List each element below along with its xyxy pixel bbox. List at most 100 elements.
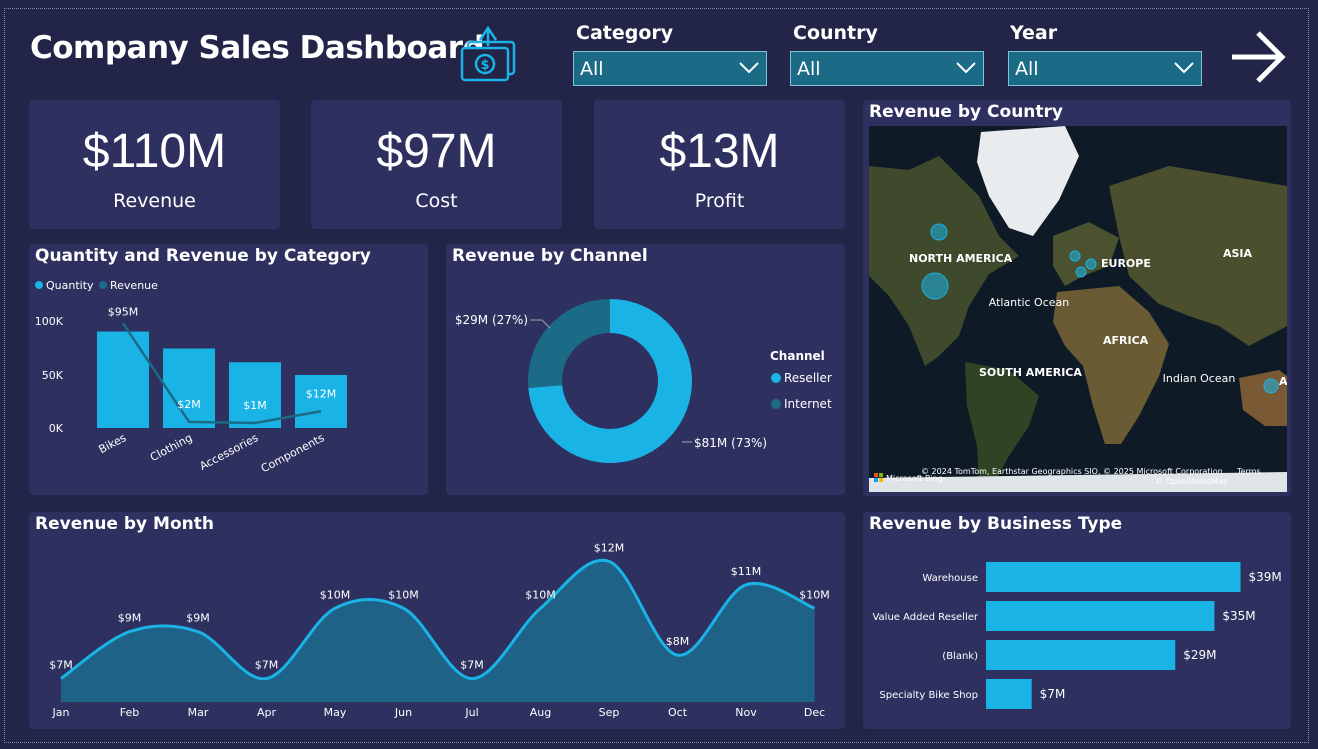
bar-business-type — [986, 601, 1215, 631]
map-label: SOUTH AMERICA — [979, 366, 1082, 379]
donut-slice-reseller — [528, 299, 692, 463]
donut-slice-internet — [528, 299, 610, 389]
x-tick-label: Aug — [530, 706, 551, 719]
svg-text:$: $ — [480, 58, 489, 73]
microsoft-logo-icon — [874, 473, 878, 477]
map-label: AFRICA — [1103, 334, 1149, 347]
x-tick-label: Apr — [257, 706, 277, 719]
map-card: Revenue by Country — [863, 100, 1291, 496]
bar-quantity-accessories — [229, 362, 281, 428]
x-tick-label: Accessories — [197, 431, 260, 473]
kpi-value: $110M — [82, 125, 227, 178]
year-filter-select[interactable]: All — [1008, 51, 1202, 86]
y-category-label: Specialty Bike Shop — [879, 690, 978, 701]
legend-label-quantity: Quantity — [46, 279, 94, 292]
card-title: Revenue by Channel — [452, 246, 648, 266]
bar-business-type — [986, 562, 1241, 592]
dashboard-frame — [4, 8, 1309, 743]
map-bubble — [1085, 258, 1097, 270]
kpi-label: Cost — [415, 190, 458, 212]
kpi-value: $13M — [659, 125, 780, 178]
x-tick-label: Components — [259, 431, 327, 475]
chevron-down-icon — [739, 62, 759, 74]
map-bubble — [921, 272, 949, 300]
bar-quantity-clothing — [163, 348, 215, 428]
x-tick-label: Clothing — [148, 431, 195, 464]
data-label-revenue: $2M — [177, 398, 201, 411]
category-chart: Quantity Revenue 100K 50K 0K Bikes Clothi… — [35, 279, 347, 475]
x-tick-label: May — [324, 706, 347, 719]
page-title: Company Sales Dashboard — [30, 30, 485, 66]
map-label: ASIA — [1223, 247, 1253, 260]
kpi-value: $97M — [376, 125, 497, 178]
y-tick: 50K — [42, 369, 64, 382]
data-label: $9M — [118, 612, 142, 625]
greenland-shape — [977, 126, 1079, 236]
x-tick-label: Jul — [464, 706, 478, 719]
money-growth-icon: $ — [460, 25, 516, 82]
map-label: EUROPE — [1101, 257, 1151, 270]
legend-label-reseller: Reseller — [784, 371, 832, 385]
x-tick-label: Jun — [394, 706, 412, 719]
x-tick-label: Nov — [735, 706, 757, 719]
leader-line — [530, 319, 551, 329]
kpi-card-profit: $13M Profit — [594, 100, 845, 229]
kpi-label: Revenue — [113, 190, 196, 212]
chevron-down-icon — [956, 62, 976, 74]
data-label-revenue: $1M — [243, 399, 267, 412]
channel-donut-chart: $81M (73%) $29M (27%) Channel Reseller In… — [455, 299, 832, 463]
antarctica-shape — [869, 472, 1287, 492]
map-label: NORTH AMERICA — [909, 252, 1013, 265]
data-label-reseller: $81M (73%) — [694, 436, 767, 450]
legend-label-revenue: Revenue — [110, 279, 158, 292]
data-label: $10M — [525, 588, 556, 601]
next-page-arrow-icon[interactable] — [1228, 28, 1290, 86]
data-label: $9M — [186, 612, 210, 625]
europe-shape — [1053, 222, 1119, 286]
filter-label-category: Category — [576, 22, 674, 44]
north-america-shape — [869, 156, 1019, 366]
data-label: $29M — [1183, 648, 1216, 662]
legend-title: Channel — [770, 349, 825, 363]
area-fill — [61, 560, 815, 702]
kpi-card-revenue: $110M Revenue — [29, 100, 280, 229]
business-bar-chart: Warehouse $39M Value Added Reseller $35M (Bl… — [872, 562, 1282, 709]
map-label: Atlantic Ocean — [989, 296, 1070, 309]
bar-quantity-components — [295, 375, 347, 428]
x-tick-label: Mar — [188, 706, 209, 719]
data-label: $8M — [666, 635, 690, 648]
data-label: $7M — [460, 659, 484, 672]
filter-label-country: Country — [793, 22, 878, 44]
bar-business-type — [986, 640, 1176, 670]
category-filter-select[interactable]: All — [573, 51, 767, 86]
map-label: Indian Ocean — [1163, 372, 1236, 385]
legend-swatch-revenue — [99, 281, 107, 289]
data-label: $11M — [731, 565, 762, 578]
y-tick: 0K — [49, 422, 64, 435]
africa-shape — [1053, 286, 1169, 444]
data-label: $12M — [594, 541, 625, 554]
legend-swatch-internet — [771, 399, 781, 409]
year-filter-value: All — [1015, 58, 1039, 80]
data-label: $10M — [388, 588, 419, 601]
legend-swatch-quantity — [35, 281, 43, 289]
filter-label-year: Year — [1010, 22, 1058, 44]
category-filter-value: All — [580, 58, 604, 80]
x-tick-label: Jan — [52, 706, 70, 719]
x-tick-label: Feb — [120, 706, 139, 719]
month-chart-card: Revenue by Month Jan $7M Feb $9M Mar $9M Apr $7… — [29, 512, 845, 729]
map-bubble — [1075, 266, 1087, 278]
y-category-label: (Blank) — [942, 651, 978, 662]
data-label: $10M — [320, 588, 351, 601]
data-label-internet: $29M (27%) — [455, 313, 528, 327]
data-label: $7M — [49, 659, 73, 672]
world-map[interactable]: NORTH AMERICA EUROPE ASIA Atlantic Ocean… — [869, 126, 1287, 492]
data-label: $35M — [1222, 609, 1255, 623]
card-title: Quantity and Revenue by Category — [35, 246, 371, 266]
country-filter-select[interactable]: All — [790, 51, 984, 86]
map-bubble — [930, 223, 948, 241]
legend-label-internet: Internet — [784, 397, 832, 411]
x-tick-label: Bikes — [97, 431, 129, 456]
y-category-label: Warehouse — [922, 573, 978, 584]
map-bubble — [1263, 378, 1279, 394]
